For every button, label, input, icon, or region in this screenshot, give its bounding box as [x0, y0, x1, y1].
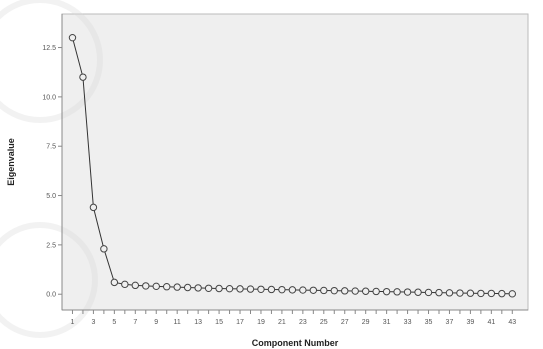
y-tick-label: 5.0 [46, 193, 56, 200]
y-tick-label: 10.0 [42, 94, 56, 101]
x-tick-label: 29 [362, 319, 370, 326]
plot-area [61, 13, 529, 311]
eigenvalue-point [236, 285, 244, 293]
eigenvalue-point [309, 286, 318, 294]
x-tick-label: 11 [174, 319, 181, 326]
x-axis-title: Component Number [252, 338, 339, 348]
x-tick-label: 27 [341, 319, 349, 326]
eigenvalue-point [204, 284, 213, 292]
eigenvalue-point [477, 289, 485, 298]
eigenvalue-point [131, 281, 140, 290]
eigenvalue-point [89, 203, 98, 212]
eigenvalue-point [183, 283, 192, 292]
eigenvalue-point [299, 286, 307, 294]
eigenvalue-point [173, 283, 181, 291]
eigenvalue-point [508, 290, 516, 298]
eigenvalue-point [121, 280, 129, 289]
eigenvalue-point [100, 245, 108, 253]
eigenvalue-point [445, 289, 454, 297]
eigenvalue-point [382, 287, 391, 296]
eigenvalue-point [351, 287, 359, 295]
x-tick-label: 5 [112, 319, 116, 326]
eigenvalue-point [341, 287, 349, 295]
eigenvalue-point [194, 284, 202, 292]
eigenvalue-point [487, 289, 496, 298]
x-tick-label: 41 [487, 319, 495, 326]
eigenvalue-point [79, 73, 87, 81]
x-tick-label: 35 [425, 319, 433, 326]
eigenvalue-point [257, 285, 265, 293]
eigenvalue-point [152, 282, 160, 291]
eigenvalue-point [456, 289, 464, 297]
eigenvalue-point [435, 288, 443, 297]
x-tick-label: 9 [154, 319, 158, 326]
eigenvalue-point [403, 288, 412, 296]
watermark [0, 0, 103, 338]
y-tick-label: 2.5 [46, 242, 56, 249]
x-tick-label: 43 [508, 319, 516, 326]
eigenvalue-point [68, 33, 77, 42]
eigenvalue-point [110, 278, 119, 287]
x-tick-label: 33 [404, 319, 412, 326]
eigenvalue-point [320, 286, 328, 295]
eigenvalue-point [330, 286, 338, 295]
y-tick-label: 0.0 [46, 292, 56, 299]
x-tick-label: 37 [446, 319, 454, 326]
eigenvalue-point [372, 287, 380, 296]
x-axis-ticks: 1 3 5 7 9 11 13 15 17 19 21 23 25 27 29 31 33 35 37 39 41 43 [71, 310, 516, 326]
x-tick-label: 7 [133, 319, 137, 326]
y-tick-label: 7.5 [46, 144, 56, 151]
eigenvalue-markers [68, 33, 516, 298]
y-axis-title: Eigenvalue [6, 138, 16, 186]
eigenvalue-point [288, 286, 297, 294]
eigenvalue-point [498, 289, 506, 298]
eigenvalue-point [163, 283, 171, 291]
x-tick-label: 13 [194, 319, 202, 326]
eigenvalue-point [361, 287, 370, 295]
eigenvalue-point [142, 282, 150, 290]
x-tick-label: 17 [236, 319, 244, 326]
eigenvalue-point [246, 285, 255, 293]
x-tick-label: 25 [320, 319, 328, 326]
x-tick-label: 31 [383, 319, 391, 326]
eigenvalue-point [267, 285, 276, 294]
eigenvalue-point [424, 288, 433, 297]
x-tick-label: 21 [278, 319, 286, 326]
y-tick-label: 12.5 [42, 45, 56, 52]
eigenvalue-point [225, 284, 234, 293]
eigenvalue-point [215, 284, 223, 293]
x-tick-label: 1 [71, 319, 75, 326]
eigenvalue-point [466, 289, 475, 297]
eigenvalue-point [414, 288, 422, 296]
x-tick-label: 39 [467, 319, 475, 326]
y-axis-ticks: 0.0 2.5 5.0 7.5 10.0 12.5 [42, 45, 62, 299]
x-tick-label: 15 [215, 319, 223, 326]
x-tick-label: 23 [299, 319, 307, 326]
x-tick-label: 19 [257, 319, 265, 326]
eigenvalue-point [278, 285, 286, 294]
eigenvalue-point [393, 288, 401, 296]
x-tick-label: 3 [91, 319, 95, 326]
